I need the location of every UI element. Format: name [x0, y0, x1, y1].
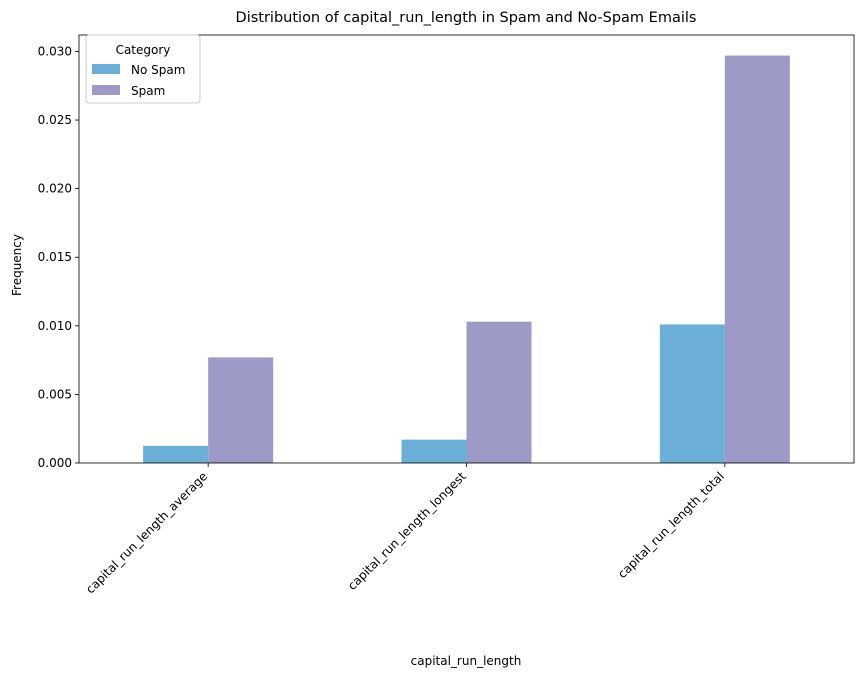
y-tick-label-6: 0.030 — [38, 44, 72, 58]
x-axis-label: capital_run_length — [411, 654, 522, 668]
y-tick-label-0: 0.000 — [38, 456, 72, 470]
legend-label-no-spam: No Spam — [131, 63, 185, 77]
bar-spam-1 — [466, 321, 532, 463]
bar-spam-0 — [208, 357, 274, 463]
x-tick-label-0: capital_run_length_average — [83, 469, 210, 596]
y-tick-label-3: 0.015 — [38, 250, 72, 264]
y-tick-label-2: 0.010 — [38, 319, 72, 333]
bar-no-spam-2 — [659, 324, 725, 463]
bar-no-spam-1 — [401, 439, 467, 463]
y-tick-label-4: 0.020 — [38, 182, 72, 196]
y-tick-label-5: 0.025 — [38, 113, 72, 127]
legend-swatch-no-spam — [92, 64, 120, 74]
legend-swatch-spam — [92, 85, 120, 95]
y-axis-label: Frequency — [10, 234, 24, 296]
bar-no-spam-0 — [143, 445, 209, 463]
legend-label-spam: Spam — [131, 84, 165, 98]
legend: Category No Spam Spam — [85, 34, 201, 104]
bar-spam-2 — [724, 55, 790, 463]
chart-title: Distribution of capital_run_length in Sp… — [236, 10, 697, 26]
x-tick-label-1: capital_run_length_longest — [345, 469, 469, 593]
plot-area: 0.000 0.005 0.010 0.015 0.020 0.025 0.030 capit… — [38, 34, 855, 596]
y-tick-label-1: 0.005 — [38, 387, 72, 401]
legend-title: Category — [116, 43, 171, 57]
x-tick-label-2: capital_run_length_total — [615, 469, 727, 581]
